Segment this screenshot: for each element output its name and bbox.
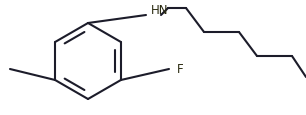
Text: HN: HN: [151, 3, 169, 16]
Text: F: F: [177, 63, 184, 76]
